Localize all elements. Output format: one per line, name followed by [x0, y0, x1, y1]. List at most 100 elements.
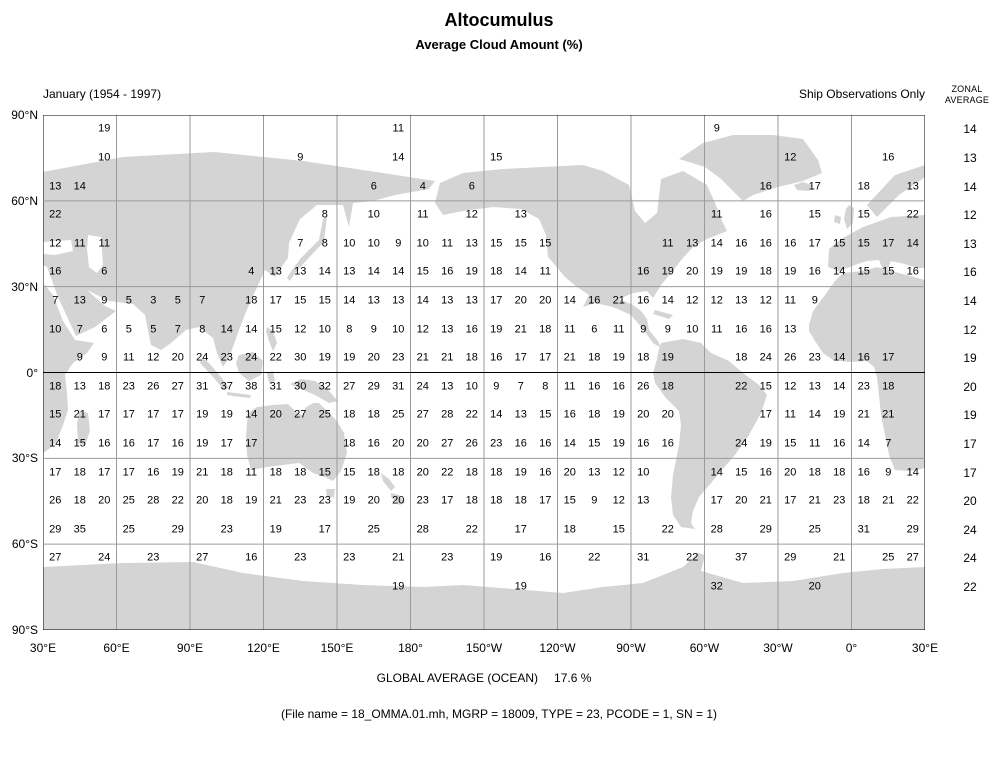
cell-value: 17	[49, 466, 62, 479]
cell-value: 18	[759, 265, 772, 278]
cell-value: 20	[661, 408, 674, 421]
cell-value: 13	[367, 294, 380, 307]
zonal-average-value: 16	[963, 265, 977, 280]
cell-value: 17	[171, 408, 184, 421]
cell-value: 11	[564, 323, 576, 336]
cell-value: 19	[710, 265, 723, 278]
cell-value: 27	[171, 380, 184, 393]
cell-value: 11	[98, 237, 110, 250]
cell-value: 22	[465, 408, 478, 421]
cell-value: 17	[98, 466, 111, 479]
cell-value: 23	[294, 551, 307, 564]
chart-title: Altocumulus	[444, 10, 554, 30]
cell-value: 18	[73, 494, 86, 507]
cell-value: 12	[147, 351, 160, 364]
cell-value: 19	[514, 466, 527, 479]
cell-value: 20	[269, 408, 282, 421]
cell-value: 16	[637, 265, 650, 278]
cell-value: 14	[710, 237, 723, 250]
cell-value: 21	[833, 551, 846, 564]
cell-value: 21	[73, 408, 86, 421]
cell-value: 13	[906, 180, 919, 193]
cell-value: 17	[882, 237, 895, 250]
cell-value: 20	[686, 265, 699, 278]
cell-value: 25	[122, 494, 135, 507]
cell-value: 18	[833, 466, 846, 479]
cell-value: 16	[147, 466, 160, 479]
cell-value: 13	[465, 237, 478, 250]
zonal-header-line2: AVERAGE	[944, 95, 990, 105]
cell-value: 16	[49, 265, 62, 278]
cell-value: 21	[392, 551, 405, 564]
cell-value: 19	[465, 265, 478, 278]
cell-value: 21	[857, 408, 870, 421]
cell-value: 27	[294, 408, 307, 421]
cell-value: 16	[906, 265, 919, 278]
cell-value: 13	[441, 294, 454, 307]
cell-value: 15	[563, 494, 576, 507]
x-tick-label: 120°W	[539, 641, 576, 655]
cell-value: 11	[711, 208, 723, 221]
x-tick-label: 120°E	[247, 641, 280, 655]
cell-value: 17	[808, 237, 821, 250]
x-tick-label: 90°E	[176, 641, 204, 655]
cell-value: 12	[49, 237, 62, 250]
cell-value: 14	[392, 265, 405, 278]
cell-value: 22	[171, 494, 184, 507]
cell-value: 9	[811, 294, 818, 307]
cell-value: 14	[833, 351, 846, 364]
cell-value: 20	[171, 351, 184, 364]
cell-value: 20	[196, 494, 209, 507]
zonal-average-value: 24	[963, 551, 977, 566]
cell-value: 14	[49, 437, 62, 450]
cell-value: 16	[784, 237, 797, 250]
x-tick-label: 90°W	[616, 641, 646, 655]
cell-value: 29	[759, 523, 772, 536]
cell-value: 18	[490, 466, 503, 479]
zonal-average-header: ZONAL AVERAGE	[936, 84, 998, 106]
cell-value: 20	[784, 466, 797, 479]
cell-value: 23	[441, 551, 454, 564]
cell-value: 31	[857, 523, 870, 536]
cell-value: 13	[441, 380, 454, 393]
cell-value: 23	[392, 351, 405, 364]
cell-value: 14	[661, 294, 674, 307]
cell-value: 18	[490, 494, 503, 507]
cell-value: 15	[857, 237, 870, 250]
cell-value: 20	[735, 494, 748, 507]
cell-value: 5	[125, 294, 132, 307]
cell-value: 20	[416, 466, 429, 479]
cell-value: 20	[563, 466, 576, 479]
x-tick-label: 60°E	[103, 641, 130, 655]
cell-values-layer: 19 11 9 10 9 14 15 12 16 13 14 6 4 6 16 17 18 13 22 8 10 11 12…	[43, 115, 925, 630]
cell-value: 17	[514, 351, 527, 364]
cell-value: 10	[98, 151, 111, 164]
x-tick-label: 30°W	[763, 641, 793, 655]
cell-value: 21	[514, 323, 527, 336]
cell-value: 9	[640, 323, 647, 336]
cell-value: 13	[73, 294, 86, 307]
cell-value: 18	[882, 380, 895, 393]
cell-value: 16	[637, 294, 650, 307]
cell-value: 13	[588, 466, 601, 479]
cell-value: 15	[588, 437, 601, 450]
cell-value: 9	[297, 151, 304, 164]
cell-value: 24	[196, 351, 209, 364]
cell-value: 25	[808, 523, 821, 536]
cell-value: 23	[147, 551, 160, 564]
cell-value: 12	[416, 323, 429, 336]
cell-value: 20	[98, 494, 111, 507]
cell-value: 9	[370, 323, 377, 336]
cell-value: 28	[147, 494, 160, 507]
cell-value: 16	[441, 265, 454, 278]
cell-value: 18	[465, 466, 478, 479]
cell-value: 20	[637, 408, 650, 421]
cell-value: 16	[759, 323, 772, 336]
cell-value: 18	[294, 466, 307, 479]
cell-value: 23	[294, 494, 307, 507]
cell-value: 17	[882, 351, 895, 364]
cell-value: 14	[563, 294, 576, 307]
cell-value: 23	[220, 351, 233, 364]
cell-value: 14	[220, 323, 233, 336]
cell-value: 19	[98, 122, 111, 135]
